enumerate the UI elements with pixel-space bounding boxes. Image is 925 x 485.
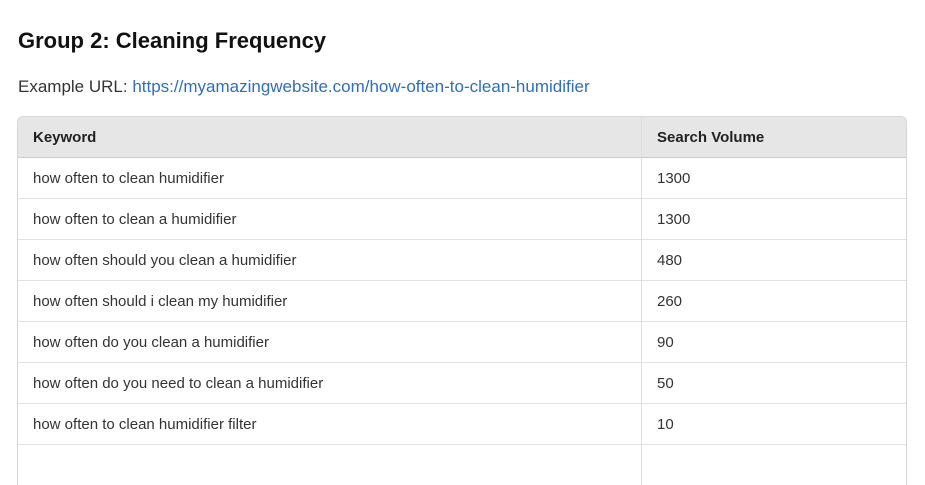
keyword-cell: how often to clean humidifier [18,158,642,199]
keyword-table: Keyword Search Volume how often to clean… [17,116,907,485]
volume-cell: 260 [642,281,907,322]
empty-cell [642,445,907,485]
section-title: Group 2: Cleaning Frequency [18,28,326,54]
volume-cell: 50 [642,363,907,404]
volume-cell: 90 [642,322,907,363]
table-row-partial [18,445,906,485]
volume-cell: 480 [642,240,907,281]
volume-cell: 1300 [642,158,907,199]
volume-cell: 10 [642,404,907,445]
example-url-label: Example URL: [18,77,132,96]
keyword-cell: how often to clean humidifier filter [18,404,642,445]
table-header-row: Keyword Search Volume [18,117,906,158]
keyword-cell: how often do you need to clean a humidif… [18,363,642,404]
keyword-cell: how often do you clean a humidifier [18,322,642,363]
keyword-cell: how often should you clean a humidifier [18,240,642,281]
header-keyword: Keyword [18,117,642,158]
empty-cell [18,445,642,485]
keyword-cell: how often should i clean my humidifier [18,281,642,322]
header-search-volume: Search Volume [642,117,907,158]
table-row: how often do you need to clean a humidif… [18,363,906,404]
example-url-link[interactable]: https://myamazingwebsite.com/how-often-t… [132,77,589,96]
keyword-cell: how often to clean a humidifier [18,199,642,240]
volume-cell: 1300 [642,199,907,240]
example-url-line: Example URL: https://myamazingwebsite.co… [18,77,590,97]
